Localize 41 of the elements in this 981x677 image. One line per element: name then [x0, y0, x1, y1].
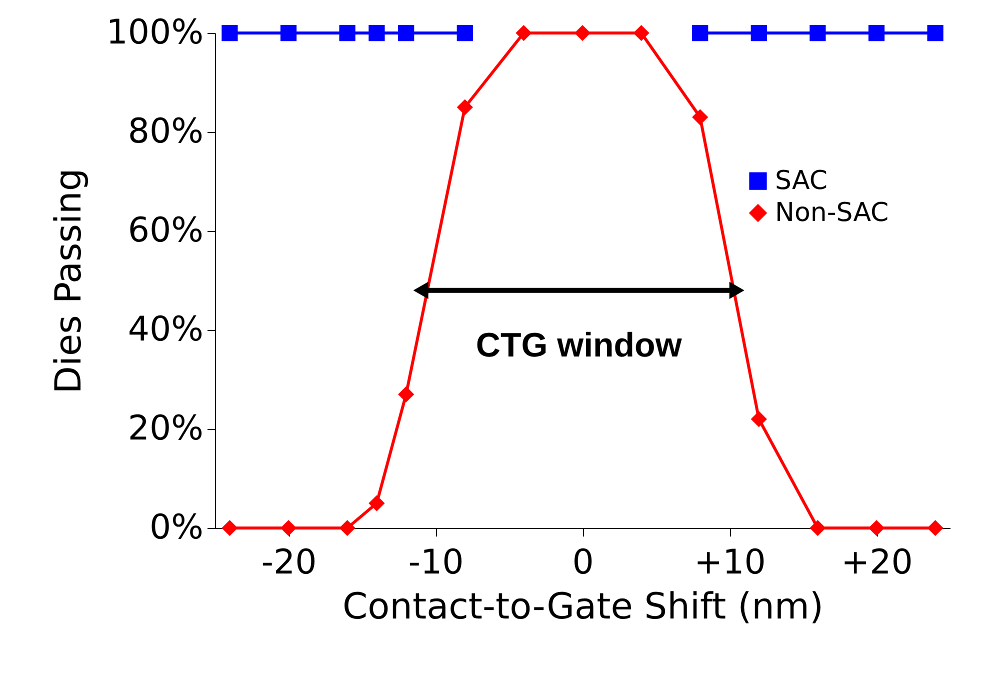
- point: [692, 109, 708, 126]
- point: [516, 24, 532, 42]
- y-tick-label: 60%: [128, 210, 204, 250]
- x-tick-label: -20: [261, 542, 317, 582]
- point: [222, 24, 238, 42]
- point: [927, 24, 944, 42]
- point: [750, 411, 767, 428]
- point: [368, 495, 385, 512]
- x-tick-label: -10: [408, 542, 464, 582]
- legend-label: Non-SAC: [775, 198, 889, 228]
- legend-label: SAC: [775, 166, 828, 196]
- point: [456, 24, 473, 42]
- point: [368, 24, 385, 42]
- point: [456, 99, 473, 116]
- point: [633, 24, 650, 42]
- y-tick-label: 40%: [128, 310, 204, 350]
- annotation: CTG window: [476, 326, 682, 364]
- x-tick-label: +10: [694, 542, 766, 582]
- point: [280, 24, 297, 42]
- point: [339, 520, 356, 536]
- point: [868, 520, 885, 536]
- point: [692, 24, 708, 42]
- point: [339, 24, 356, 42]
- y-axis-title: Dies Passing: [48, 168, 90, 394]
- y-tick-label: 100%: [106, 12, 204, 52]
- x-tick-label: +20: [841, 542, 913, 582]
- point: [810, 520, 826, 536]
- y-tick-label: 0%: [150, 508, 204, 548]
- point: [810, 24, 826, 42]
- point: [398, 24, 414, 42]
- point: [927, 520, 944, 536]
- point: [398, 386, 414, 402]
- x-tick-label: 0: [572, 542, 594, 582]
- y-tick-label: 20%: [128, 408, 204, 448]
- point: [574, 24, 591, 42]
- point: [222, 520, 238, 536]
- x-axis-title: Contact-to-Gate Shift (nm): [342, 586, 824, 628]
- point: [868, 24, 885, 42]
- point: [280, 520, 297, 536]
- y-tick-label: 80%: [128, 112, 204, 152]
- point: [750, 24, 767, 42]
